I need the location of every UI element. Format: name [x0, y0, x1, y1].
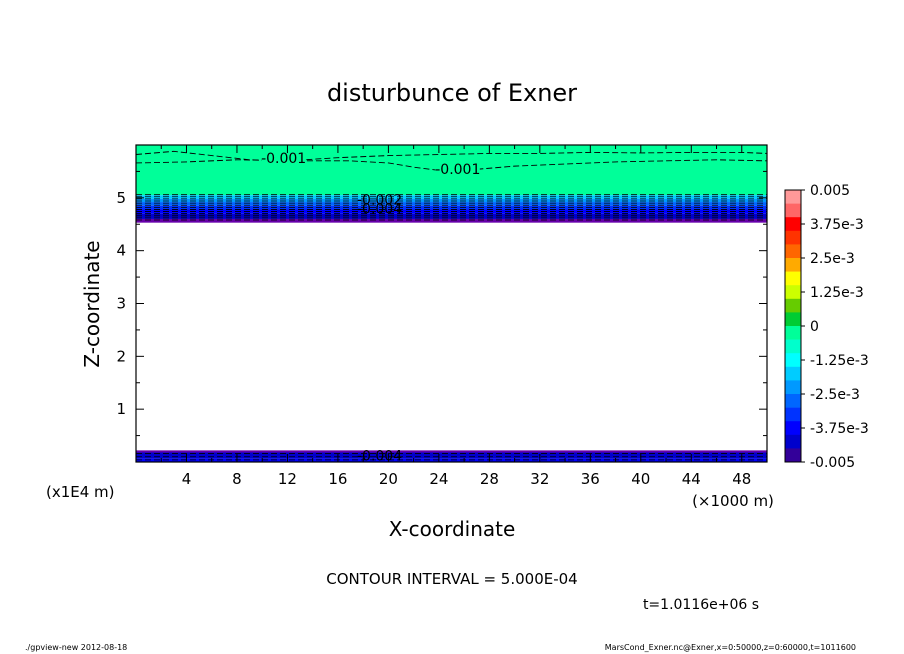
colorbar-swatch-7: [785, 285, 801, 300]
colorbar-swatch-13: [785, 366, 801, 381]
colorbar-labels: 0.005 3.75e-3 2.5e-3 1.25e-3 0 -1.25e-3 -2.5e-…: [801, 183, 869, 471]
footer-left: ./gpview-new 2012-08-18: [25, 643, 127, 652]
colorbar-swatch-1: [785, 203, 801, 218]
colorbar-label-0: 0.005: [810, 183, 850, 199]
colorbar-label-8: -0.005: [810, 455, 855, 471]
fill-band-9: [136, 452, 767, 459]
y-tick-label-4: 5: [116, 189, 126, 207]
colorbar-label-6: -2.5e-3: [810, 387, 860, 403]
y-axis-label: Z-coordinate: [80, 240, 104, 367]
time-text: t=1.0116e+06 s: [643, 597, 759, 613]
x-tick-label-9: 40: [631, 470, 650, 488]
contour-line-top-2: [135, 159, 768, 171]
colorbar-label-1: 3.75e-3: [810, 217, 864, 233]
colorbar-swatch-19: [785, 448, 801, 463]
colorbar-swatch-12: [785, 353, 801, 368]
y-tick-label-2: 3: [116, 295, 126, 313]
plot-area: [136, 145, 767, 462]
chart-title: disturbunce of Exner: [327, 79, 577, 107]
x-tick-label-5: 24: [429, 470, 448, 488]
x-tick-label-0: 4: [182, 470, 192, 488]
contour-label-bg-1: [435, 160, 480, 175]
colorbar-swatch-9: [785, 312, 801, 327]
colorbar-label-4: 0: [810, 319, 819, 335]
colorbar-swatch-18: [785, 434, 801, 449]
y-scale-label: (x1E4 m): [46, 483, 115, 501]
x-tick-label-7: 32: [530, 470, 549, 488]
colorbar-swatch-17: [785, 421, 801, 436]
x-tick-label-6: 28: [480, 470, 499, 488]
fill-band-7: [136, 218, 767, 223]
y-axis-ticks: 1 2 3 4 5: [116, 170, 767, 437]
footer-right: MarsCond_Exner.nc@Exner,x=0:50000,z=0:60…: [605, 643, 856, 652]
x-tick-label-3: 16: [328, 470, 347, 488]
x-tick-label-11: 48: [732, 470, 751, 488]
x-tick-label-10: 44: [682, 470, 701, 488]
contour-label-bg-0: [261, 150, 306, 165]
colorbar-swatch-4: [785, 244, 801, 259]
colorbar-swatch-14: [785, 380, 801, 395]
x-axis-label: X-coordinate: [389, 517, 516, 541]
contour-interval-text: CONTOUR INTERVAL = 5.000E-04: [326, 570, 577, 588]
x-tick-label-8: 36: [581, 470, 600, 488]
colorbar-label-3: 1.25e-3: [810, 285, 864, 301]
contour-label-4: -0.004: [357, 449, 402, 465]
y-tick-label-3: 4: [116, 242, 126, 260]
contour-label-0: -0.001: [261, 151, 306, 167]
fill-band-10: [136, 458, 767, 462]
colorbar-swatch-8: [785, 298, 801, 313]
contour-label-1: -0.001: [435, 162, 480, 178]
colorbar-swatch-15: [785, 394, 801, 408]
colorbar-label-7: -3.75e-3: [810, 421, 869, 437]
colorbar-swatch-11: [785, 339, 801, 354]
contour-label-3: -0.004: [357, 201, 402, 217]
fill-band-3: [136, 202, 767, 206]
y-tick-label-0: 1: [116, 400, 126, 418]
fill-band-6: [136, 213, 767, 219]
contour-labels: -0.001-0.001-0.002-0.004-0.004: [261, 150, 480, 465]
colorbar-swatch-2: [785, 217, 801, 232]
x-tick-label-1: 8: [232, 470, 242, 488]
x-tick-label-4: 20: [379, 470, 398, 488]
colorbar-swatch-3: [785, 230, 801, 245]
colorbar-label-2: 2.5e-3: [810, 251, 855, 267]
colorbar-swatch-10: [785, 326, 801, 340]
colorbar-swatch-16: [785, 407, 801, 422]
colorbar-swatch-5: [785, 258, 801, 272]
contour-lines: [135, 150, 768, 461]
colorbar: [784, 189, 802, 463]
colorbar-swatch-0: [785, 190, 801, 204]
fill-band-8: [136, 450, 767, 453]
x-scale-label: (×1000 m): [692, 492, 774, 510]
fill-band-2: [136, 198, 767, 203]
colorbar-label-5: -1.25e-3: [810, 353, 869, 369]
x-tick-label-2: 12: [278, 470, 297, 488]
contour-label-2: -0.002: [357, 192, 402, 208]
y-tick-label-1: 2: [116, 347, 126, 365]
x-axis-ticks: 4 8 12 16 20 24 28 32 36 40 44 48: [160, 145, 751, 488]
colorbar-swatch-6: [785, 271, 801, 286]
